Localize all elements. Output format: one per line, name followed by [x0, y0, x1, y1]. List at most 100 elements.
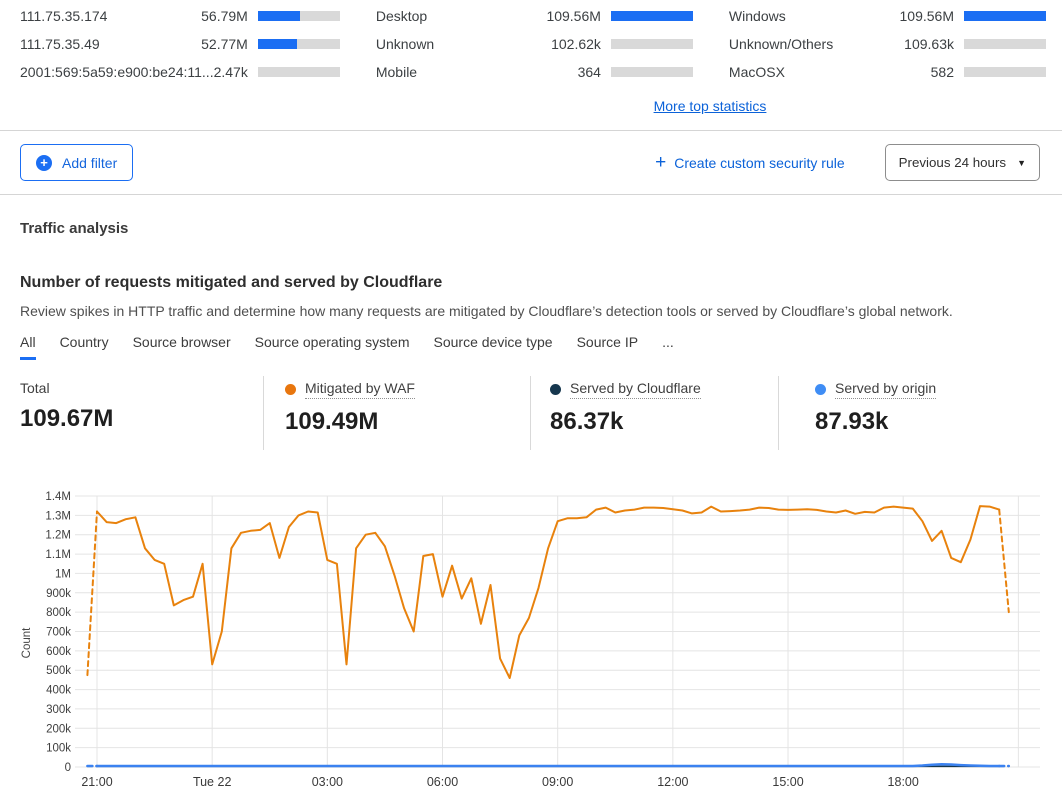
top-stat-row[interactable]: 111.75.35.49 52.77M — [20, 30, 340, 58]
y-tick-label: 300k — [46, 704, 71, 716]
top-stat-row[interactable]: Unknown 102.62k — [376, 30, 693, 58]
top-stat-bar-fill — [610, 11, 693, 21]
x-tick-label: 06:00 — [427, 775, 458, 789]
traffic-analysis-heading: Traffic analysis — [20, 220, 129, 237]
top-stat-row[interactable]: 111.75.35.174 56.79M — [20, 2, 340, 30]
top-stat-value: 582 — [930, 64, 954, 80]
x-tick-label: Tue 22 — [193, 775, 232, 789]
y-tick-label: 600k — [46, 646, 71, 658]
time-range-dropdown[interactable]: Previous 24 hours ▼ — [884, 144, 1040, 181]
summary-total: Total 109.67M — [20, 376, 263, 450]
top-stat-value: 2.47k — [213, 64, 248, 80]
top-stat-row[interactable]: Unknown/Others 109.63k — [729, 30, 1046, 58]
top-stat-row[interactable]: MacOSX 582 — [729, 58, 1046, 86]
tab-country[interactable]: Country — [59, 334, 109, 350]
summary-value: 109.67M — [20, 405, 114, 432]
summary-label[interactable]: Mitigated by WAF — [305, 380, 415, 399]
top-stat-row[interactable]: Windows 109.56M — [729, 2, 1046, 30]
top-stats-column-operating-system: Windows 109.56M Unknown/Others 109.63k MacOS… — [729, 2, 1046, 86]
top-stat-bar — [257, 67, 340, 77]
top-stat-bar-fill — [257, 39, 298, 49]
top-stat-label: Desktop — [375, 8, 428, 24]
divider — [0, 130, 1062, 131]
y-tick-label: 1.2M — [45, 530, 71, 542]
summary-value: 86.37k — [550, 408, 624, 435]
dimension-tabs: All Country Source browser Source operating… — [20, 334, 1042, 360]
top-stat-value: 56.79M — [201, 8, 248, 24]
legend-dot-served-by-cloudflare — [550, 384, 561, 395]
y-tick-label: 1.3M — [45, 510, 71, 522]
summary-stats: Total 109.67M Mitigated by WAF 109.49M Serve… — [20, 376, 1062, 450]
chevron-down-icon: ▼ — [1017, 157, 1026, 168]
traffic-chart-container: 0 100k 200k 300k 400k 500k 600k 700k 800k 900k 1M 1… — [0, 478, 1062, 799]
summary-label-row: Total — [20, 380, 263, 396]
y-tick-label: 400k — [46, 685, 71, 697]
top-stat-bar — [257, 11, 340, 21]
add-filter-button[interactable]: + Add filter — [20, 144, 134, 181]
top-stat-bar-fill — [964, 11, 1046, 21]
filter-bar: + Add filter + Create custom security ru… — [0, 131, 1062, 194]
chart-section-description: Review spikes in HTTP traffic and determ… — [20, 303, 953, 319]
plus-circle-icon: + — [36, 154, 52, 171]
y-tick-label: 700k — [46, 627, 71, 639]
top-stats-column-device-type: Desktop 109.56M Unknown 102.62k Mobile 364 — [376, 2, 693, 86]
top-stat-value: 109.63k — [904, 36, 954, 52]
y-tick-label: 500k — [46, 665, 71, 677]
x-tick-label: 18:00 — [888, 775, 919, 789]
top-stat-bar — [964, 39, 1046, 49]
summary-label: Total — [20, 380, 50, 396]
top-statistics: 111.75.35.174 56.79M 111.75.35.49 52.77M 200… — [0, 0, 1062, 86]
top-stat-value: 52.77M — [201, 36, 248, 52]
top-stat-label: MacOSX — [728, 64, 785, 80]
traffic-chart: 0 100k 200k 300k 400k 500k 600k 700k 800k 900k 1M 1… — [21, 491, 1040, 789]
tab-all[interactable]: All — [20, 334, 36, 360]
series-line-mitigated-by-waf-head — [86, 510, 98, 677]
tab-source-operating-system[interactable]: Source operating system — [254, 334, 410, 350]
top-stat-label: 111.75.35.49 — [20, 36, 100, 52]
top-stat-bar — [257, 39, 340, 49]
summary-mitigated-by-waf: Mitigated by WAF 109.49M — [263, 376, 530, 450]
summary-label[interactable]: Served by origin — [835, 380, 937, 399]
series-line-served-by-origin — [95, 763, 1001, 768]
y-tick-label: 900k — [46, 588, 71, 600]
top-stat-value: 102.62k — [551, 36, 601, 52]
y-tick-label: 100k — [46, 743, 71, 755]
time-range-value: Previous 24 hours — [898, 155, 1007, 170]
summary-value: 109.49M — [285, 408, 379, 435]
summary-label-row: Served by origin — [815, 380, 1062, 399]
top-stat-label: 2001:569:5a59:e900:be24:11... — [20, 64, 214, 80]
top-stat-bar — [610, 39, 693, 49]
tab-source-browser[interactable]: Source browser — [132, 334, 231, 350]
tab-source-device-type[interactable]: Source device type — [433, 334, 553, 350]
top-stat-label: 111.75.35.174 — [20, 8, 108, 24]
tab-source-ip[interactable]: Source IP — [576, 334, 639, 350]
top-stat-value: 109.56M — [546, 8, 601, 24]
top-stat-row[interactable]: Mobile 364 — [376, 58, 693, 86]
add-filter-label: Add filter — [62, 154, 118, 171]
summary-label[interactable]: Served by Cloudflare — [570, 380, 701, 399]
top-stat-label: Unknown — [375, 36, 435, 52]
y-tick-label: 1M — [55, 568, 71, 580]
x-tick-label: 03:00 — [312, 775, 343, 789]
tab-more[interactable]: ... — [662, 334, 674, 350]
top-stat-label: Unknown/Others — [728, 36, 834, 52]
series-line-mitigated-by-waf — [96, 505, 1001, 679]
summary-label-row: Mitigated by WAF — [285, 380, 530, 399]
top-stat-row[interactable]: 2001:569:5a59:e900:be24:11... 2.47k — [20, 58, 340, 86]
more-top-statistics-link[interactable]: More top statistics — [653, 98, 767, 114]
create-custom-security-rule-link[interactable]: + Create custom security rule — [655, 153, 845, 172]
top-stat-value: 109.56M — [899, 8, 954, 24]
legend-dot-mitigated-by-waf — [285, 384, 296, 395]
y-tick-label: 0 — [65, 762, 71, 774]
top-stat-bar — [964, 11, 1046, 21]
x-tick-label: 15:00 — [772, 775, 803, 789]
series-line-mitigated-by-waf-tail — [998, 508, 1010, 614]
plus-icon: + — [655, 152, 667, 173]
summary-label-row: Served by Cloudflare — [550, 380, 778, 399]
top-stat-row[interactable]: Desktop 109.56M — [376, 2, 693, 30]
top-stat-bar — [964, 67, 1046, 77]
divider — [0, 194, 1062, 195]
create-rule-label: Create custom security rule — [674, 154, 845, 171]
y-tick-label: 800k — [46, 607, 71, 619]
summary-served-by-cloudflare: Served by Cloudflare 86.37k — [530, 376, 778, 450]
